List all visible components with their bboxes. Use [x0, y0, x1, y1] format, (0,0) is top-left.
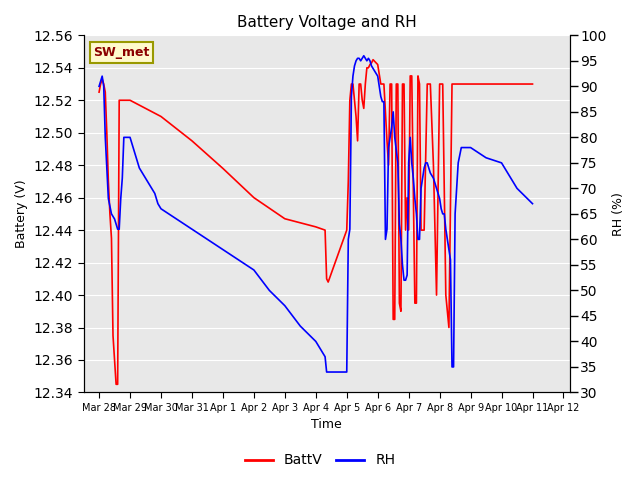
Line: BattV: BattV	[99, 60, 532, 384]
RH	[250, 267, 258, 273]
Line: RH: RH	[99, 56, 532, 372]
X-axis label: Time: Time	[311, 419, 342, 432]
RH	[383, 226, 391, 232]
RH	[403, 272, 411, 278]
RH	[323, 369, 330, 375]
Legend: BattV, RH: BattV, RH	[239, 448, 401, 473]
BattV	[324, 279, 332, 285]
BattV	[323, 276, 330, 282]
RH	[529, 201, 536, 206]
RH	[343, 369, 351, 375]
Text: SW_met: SW_met	[93, 46, 150, 59]
RH	[95, 84, 103, 89]
BattV	[389, 316, 397, 322]
Title: Battery Voltage and RH: Battery Voltage and RH	[237, 15, 417, 30]
BattV	[112, 382, 120, 387]
Y-axis label: Battery (V): Battery (V)	[15, 180, 28, 248]
Y-axis label: RH (%): RH (%)	[612, 192, 625, 236]
BattV	[417, 227, 425, 233]
BattV	[95, 89, 103, 95]
BattV	[372, 60, 380, 66]
RH	[114, 226, 122, 232]
RH	[381, 237, 389, 242]
BattV	[529, 81, 536, 87]
BattV	[369, 57, 377, 62]
RH	[360, 53, 367, 59]
BattV	[99, 76, 106, 82]
